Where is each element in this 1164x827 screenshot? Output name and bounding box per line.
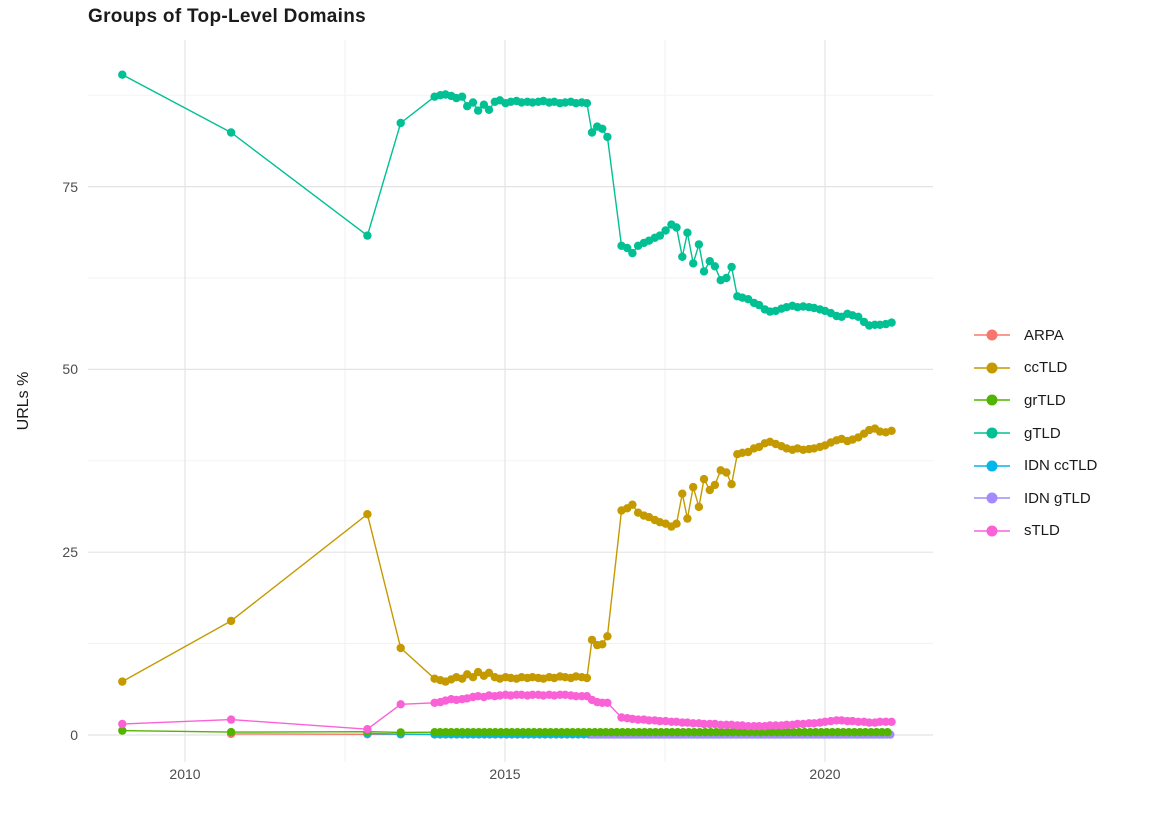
legend-label: grTLD <box>1024 391 1066 409</box>
legend-item-grtld: grTLD <box>973 384 1097 417</box>
legend-label: ccTLD <box>1024 359 1068 377</box>
series-stld <box>118 690 896 734</box>
legend: ARPA ccTLD grTLD gTLD IDN ccTLD IDN gTLD… <box>973 319 1097 547</box>
legend-label: gTLD <box>1024 424 1061 442</box>
y-tick-label-25: 25 <box>62 544 78 560</box>
y-tick-label-0: 0 <box>70 727 78 743</box>
legend-label: sTLD <box>1024 522 1060 540</box>
legend-key-icon <box>974 394 1010 406</box>
x-tick-label-2010: 2010 <box>169 766 201 782</box>
legend-item-cctld: ccTLD <box>973 352 1097 385</box>
legend-item-idn-gtld: IDN gTLD <box>973 482 1097 515</box>
series-cctld <box>118 424 896 686</box>
series-grtld <box>118 726 892 737</box>
gridlines <box>88 40 933 762</box>
legend-label: IDN gTLD <box>1024 489 1091 507</box>
y-tick-label-50: 50 <box>62 361 78 377</box>
y-axis-title: URLs % <box>15 371 32 431</box>
legend-key-icon <box>974 525 1010 537</box>
legend-item-gtld: gTLD <box>973 417 1097 450</box>
legend-item-arpa: ARPA <box>973 319 1097 352</box>
series-gtld <box>118 70 896 330</box>
legend-item-stld: sTLD <box>973 515 1097 548</box>
y-tick-label-75: 75 <box>62 179 78 195</box>
legend-key-icon <box>974 362 1010 374</box>
x-tick-label-2015: 2015 <box>489 766 521 782</box>
series-layer <box>118 70 896 739</box>
legend-label: ARPA <box>1024 326 1064 344</box>
legend-key-icon <box>974 460 1010 472</box>
legend-key-icon <box>974 427 1010 439</box>
legend-key-icon <box>974 492 1010 504</box>
legend-label: IDN ccTLD <box>1024 457 1098 475</box>
legend-key-icon <box>974 329 1010 341</box>
x-tick-label-2020: 2020 <box>809 766 841 782</box>
chart-title: Groups of Top-Level Domains <box>88 6 366 27</box>
legend-item-idn-cctld: IDN ccTLD <box>973 449 1097 482</box>
